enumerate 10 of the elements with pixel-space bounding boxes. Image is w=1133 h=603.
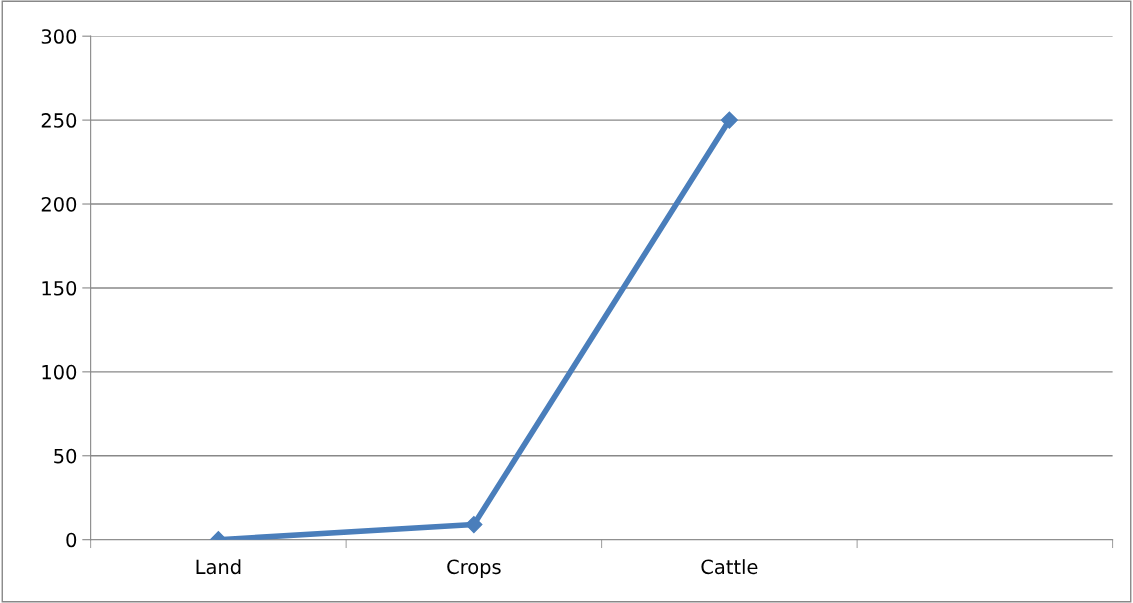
y-tick-label: 100: [42, 364, 77, 380]
x-tick-label: Crops: [447, 559, 501, 578]
y-tick-label: 300: [41, 29, 77, 44]
y-tick-label: 150: [42, 280, 77, 296]
y-tick-label: 250: [41, 113, 77, 128]
x-tick-label: Land: [196, 559, 241, 575]
y-tick-label: 200: [41, 196, 77, 212]
x-tick-label: Cattle: [701, 559, 758, 575]
y-tick-label: 50: [54, 448, 77, 464]
y-tick-label: 0: [66, 532, 77, 548]
